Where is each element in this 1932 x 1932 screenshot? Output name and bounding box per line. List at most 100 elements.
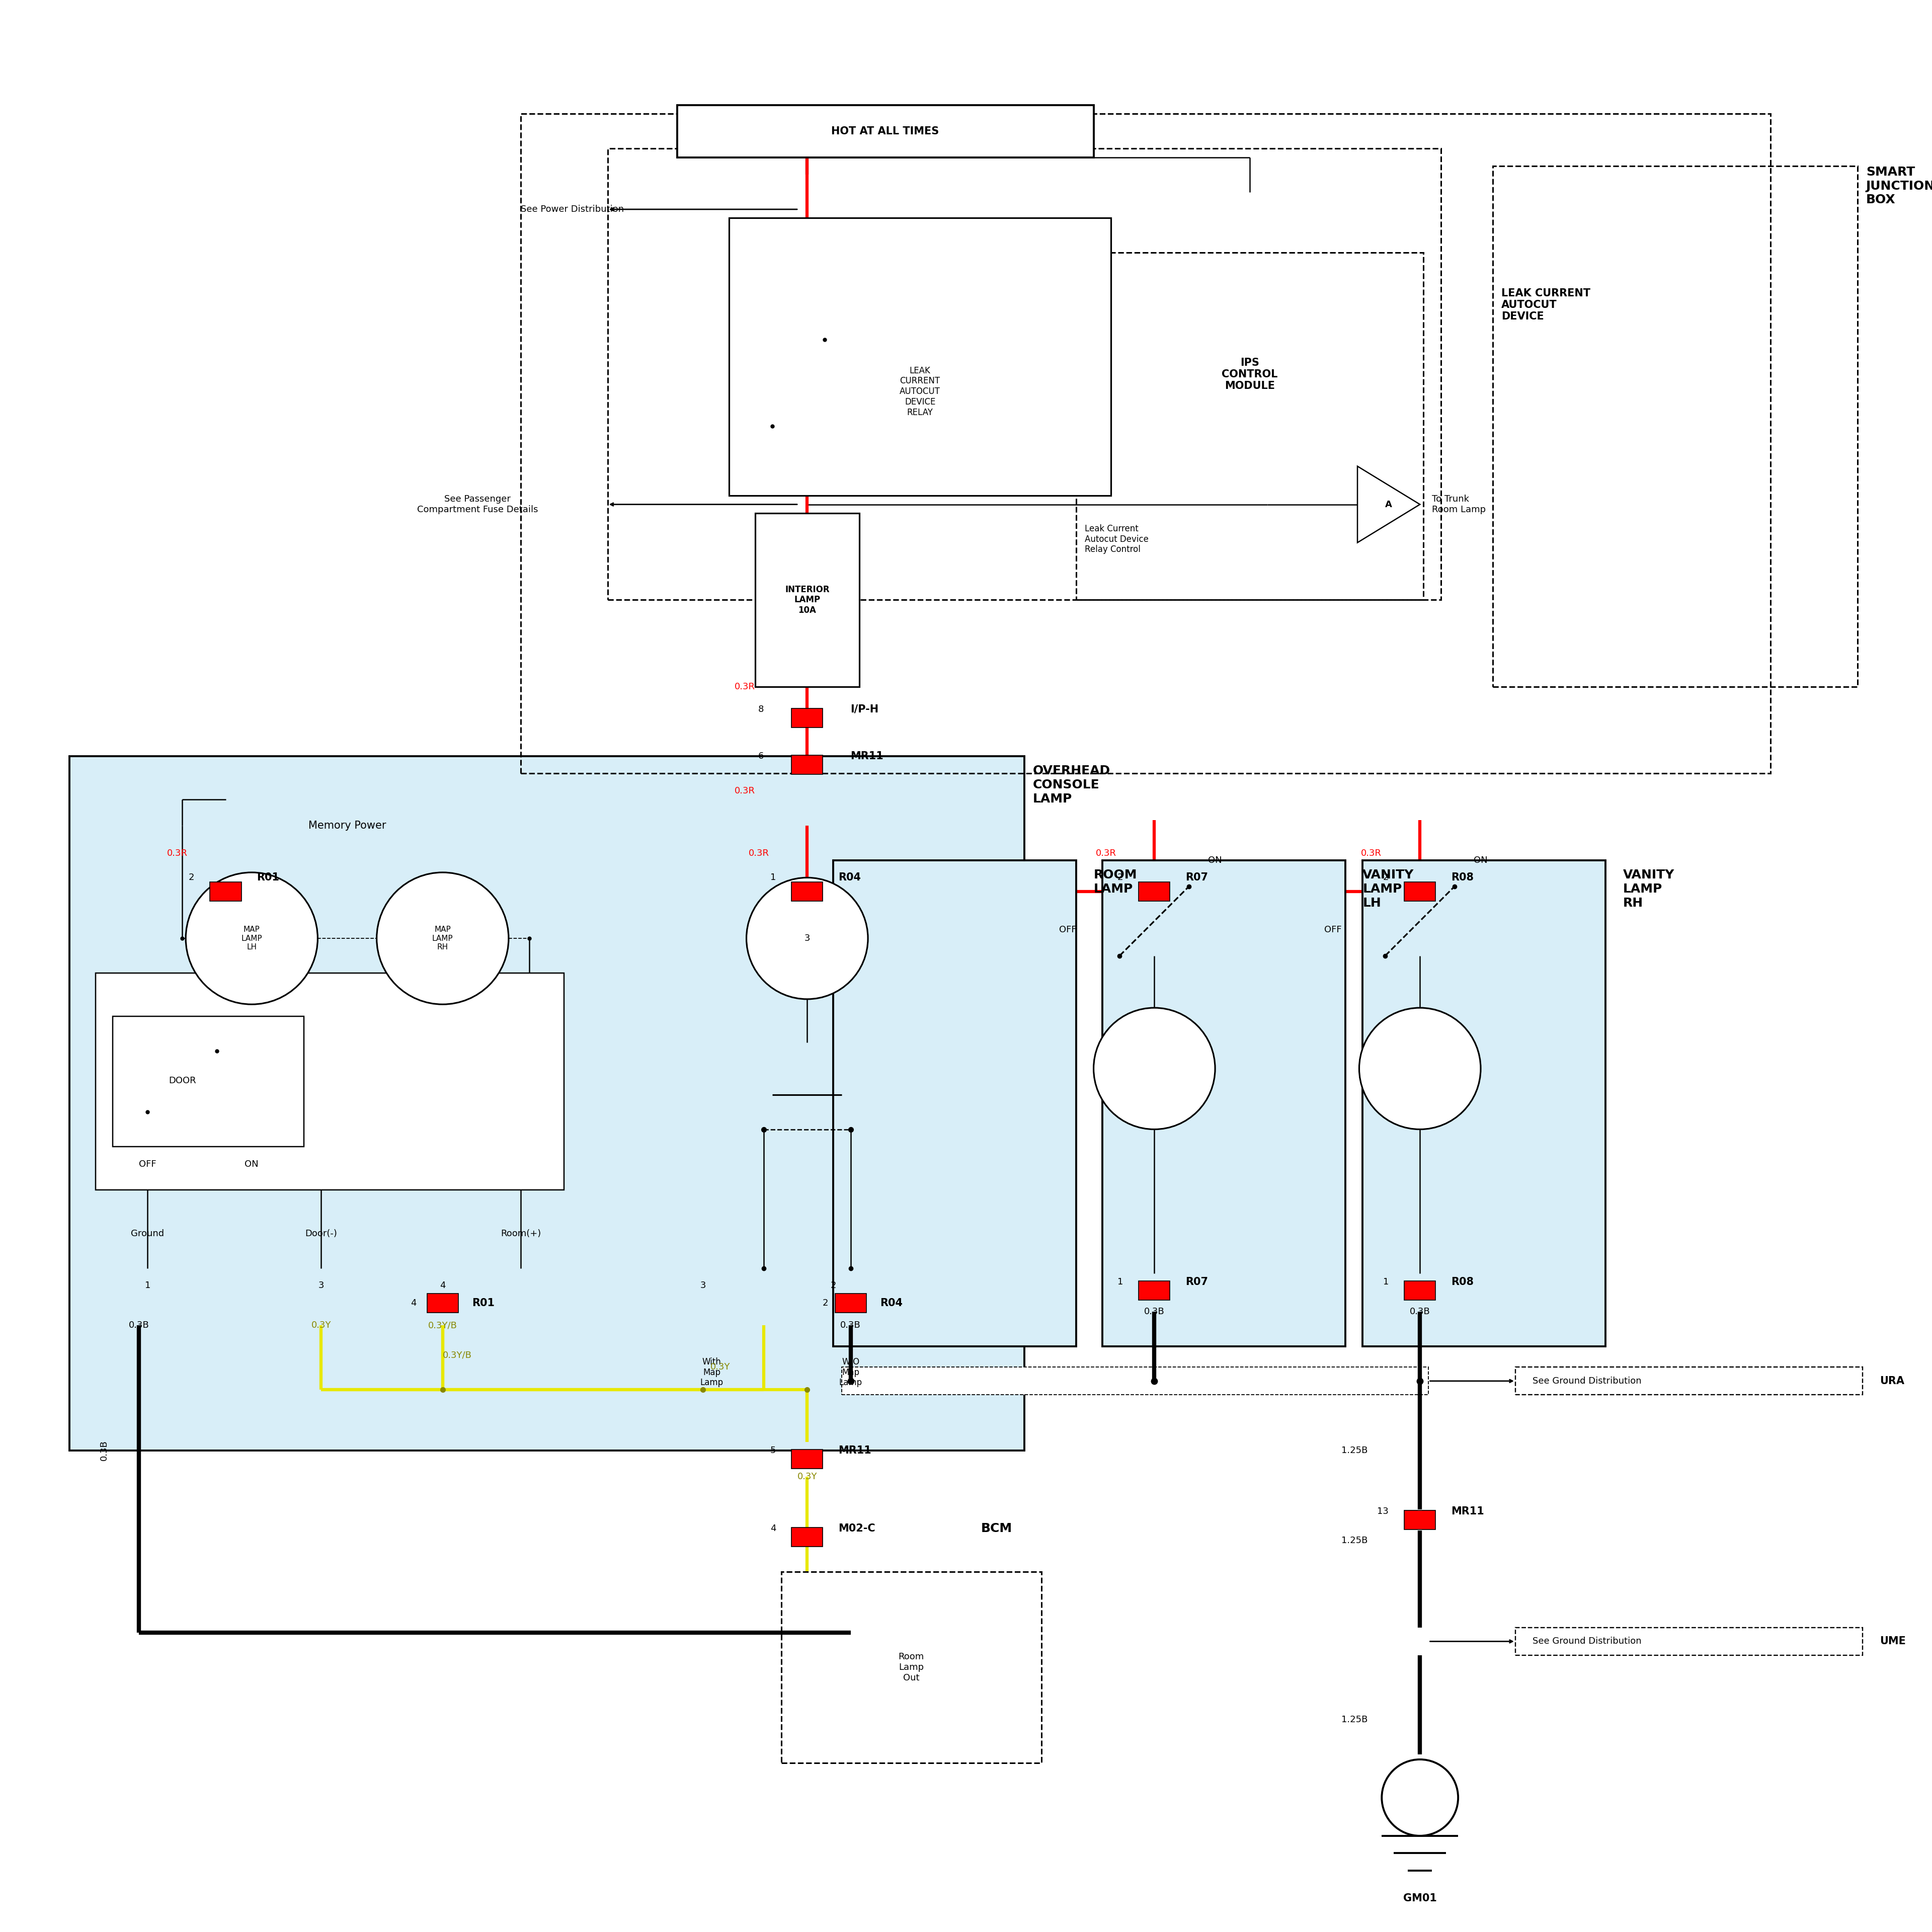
Text: 0.3R: 0.3R [734, 786, 755, 796]
Bar [835, 1293, 866, 1312]
Text: 0.3Y: 0.3Y [798, 1472, 817, 1482]
Text: 4: 4 [412, 1298, 417, 1308]
Text: See Ground Distribution: See Ground Distribution [1532, 1376, 1642, 1385]
Text: Room
Lamp
Out: Room Lamp Out [898, 1652, 923, 1683]
Bar [95, 974, 564, 1190]
Bar [427, 1293, 458, 1312]
Bar [792, 1528, 823, 1548]
Text: See Power Distribution: See Power Distribution [522, 205, 624, 214]
Bar [1405, 1511, 1435, 1530]
Text: MR11: MR11 [838, 1445, 871, 1455]
Text: MR11: MR11 [850, 752, 883, 761]
Text: 0.3R: 0.3R [748, 848, 769, 858]
Text: 0.3Y: 0.3Y [711, 1362, 730, 1372]
Text: Door(-): Door(-) [305, 1229, 338, 1238]
Text: R07: R07 [1186, 873, 1208, 883]
Text: R08: R08 [1451, 873, 1474, 883]
Bar [842, 1368, 1428, 1395]
Text: LEAK
CURRENT
AUTOCUT
DEVICE
RELAY: LEAK CURRENT AUTOCUT DEVICE RELAY [900, 367, 941, 417]
Text: 1: 1 [145, 1281, 151, 1291]
Text: 3: 3 [319, 1281, 325, 1291]
Text: URA: URA [1880, 1376, 1905, 1385]
Text: 1.25B: 1.25B [1341, 1445, 1368, 1455]
Bar [781, 1573, 1041, 1762]
Text: To Trunk
Room Lamp: To Trunk Room Lamp [1432, 495, 1486, 514]
Text: UME: UME [1880, 1636, 1907, 1646]
Text: R08: R08 [1451, 1277, 1474, 1287]
Text: OFF: OFF [139, 1159, 156, 1169]
Text: Ground: Ground [131, 1229, 164, 1238]
Circle shape [1094, 1009, 1215, 1130]
Text: 3: 3 [804, 933, 810, 943]
Text: SMART
JUNCTION
BOX: SMART JUNCTION BOX [1866, 166, 1932, 207]
Bar [728, 218, 1111, 497]
Bar [755, 514, 860, 686]
Bar [1515, 1627, 1862, 1656]
Text: See Ground Distribution: See Ground Distribution [1532, 1636, 1642, 1646]
Bar [833, 860, 1076, 1347]
Text: 2: 2 [189, 873, 195, 883]
Text: MR11: MR11 [1451, 1507, 1484, 1517]
Bar [792, 709, 823, 728]
Text: See Passenger
Compartment Fuse Details: See Passenger Compartment Fuse Details [417, 495, 537, 514]
Circle shape [746, 877, 867, 999]
Text: ON: ON [245, 1159, 259, 1169]
Text: 0.3B: 0.3B [1410, 1308, 1430, 1316]
Text: R04: R04 [881, 1298, 902, 1308]
Bar [112, 1016, 303, 1148]
Text: 2: 2 [1383, 873, 1389, 883]
Text: 2: 2 [1117, 873, 1122, 883]
Text: 6: 6 [757, 752, 763, 761]
Text: ON: ON [1474, 856, 1488, 866]
Text: 8: 8 [757, 705, 763, 713]
Text: OFF: OFF [1059, 925, 1076, 935]
Text: 4: 4 [771, 1524, 777, 1534]
Bar [1515, 1368, 1862, 1395]
Text: 0.3Y: 0.3Y [311, 1321, 330, 1329]
Bar [1103, 860, 1345, 1347]
Text: 0.3B: 0.3B [1144, 1308, 1165, 1316]
Text: GM01: GM01 [1403, 1893, 1437, 1903]
Text: 0.3B: 0.3B [100, 1439, 108, 1461]
Text: R07: R07 [1186, 1277, 1208, 1287]
Text: With
Map
Lamp: With Map Lamp [699, 1358, 723, 1387]
Bar [792, 1449, 823, 1468]
Text: DOOR: DOOR [168, 1076, 195, 1086]
Text: 1: 1 [771, 873, 777, 883]
Text: 0.3R: 0.3R [734, 682, 755, 692]
Text: 1: 1 [1383, 1277, 1389, 1287]
Text: 1.25B: 1.25B [1341, 1716, 1368, 1723]
Text: 0.3Y/B: 0.3Y/B [442, 1350, 471, 1360]
Circle shape [1381, 1760, 1459, 1835]
Polygon shape [1358, 466, 1420, 543]
Circle shape [377, 873, 508, 1005]
Text: OVERHEAD
CONSOLE
LAMP: OVERHEAD CONSOLE LAMP [1034, 765, 1111, 806]
Bar [1138, 1281, 1171, 1300]
Text: Leak Current
Autocut Device
Relay Control: Leak Current Autocut Device Relay Contro… [1086, 524, 1150, 554]
Bar [792, 883, 823, 900]
Text: HOT AT ALL TIMES: HOT AT ALL TIMES [831, 126, 939, 137]
Polygon shape [773, 1043, 842, 1092]
Text: INTERIOR
LAMP
10A: INTERIOR LAMP 10A [784, 585, 829, 614]
Circle shape [185, 873, 317, 1005]
Text: 4: 4 [440, 1281, 446, 1291]
Bar [607, 149, 1441, 599]
Text: 1: 1 [1117, 1277, 1122, 1287]
Text: 0.3R: 0.3R [1095, 848, 1117, 858]
Bar [1405, 1281, 1435, 1300]
Text: Room(+): Room(+) [500, 1229, 541, 1238]
Text: 1.25B: 1.25B [1341, 1536, 1368, 1546]
Text: MAP
LAMP
RH: MAP LAMP RH [433, 925, 454, 951]
Bar [1493, 166, 1857, 686]
Text: IPS
CONTROL
MODULE: IPS CONTROL MODULE [1221, 357, 1277, 390]
Text: MAP
LAMP
LH: MAP LAMP LH [242, 925, 263, 951]
Text: 3: 3 [699, 1281, 705, 1291]
Text: 0.3R: 0.3R [166, 848, 187, 858]
Bar [1076, 253, 1424, 599]
Text: M02-C: M02-C [838, 1524, 875, 1534]
Text: OFF: OFF [1325, 925, 1343, 935]
Bar [792, 755, 823, 775]
Text: 2: 2 [831, 1281, 837, 1291]
Text: BCM: BCM [981, 1522, 1012, 1534]
Text: VANITY
LAMP
RH: VANITY LAMP RH [1623, 869, 1675, 908]
